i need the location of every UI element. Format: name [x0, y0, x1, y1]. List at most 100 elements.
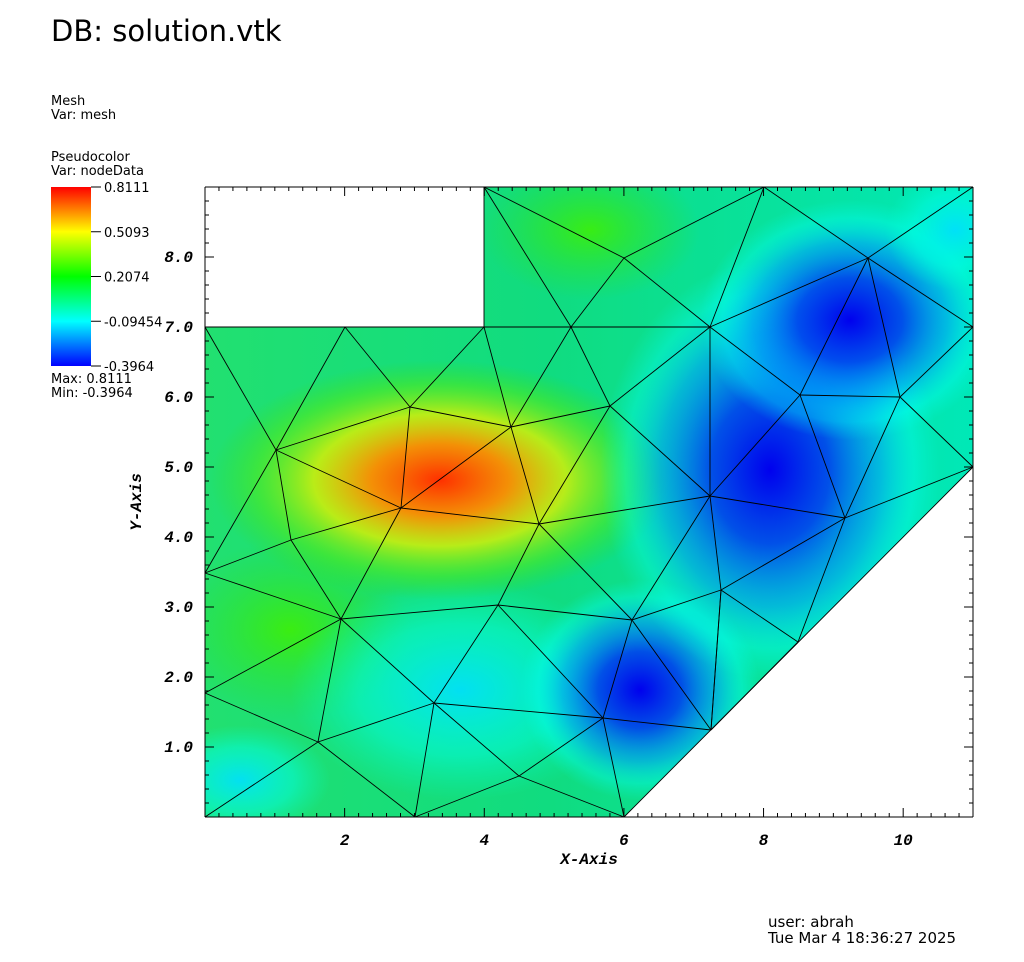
y-tick-label: 3.0: [164, 599, 193, 617]
y-tick-labels: 1.0 2.0 3.0 4.0 5.0 6.0 7.0 8.0: [164, 249, 193, 757]
mesh-edge: [433, 604, 499, 704]
mesh-edge: [497, 604, 604, 719]
legend-tick-label: 0.5093: [104, 226, 150, 241]
mesh-edge: [867, 257, 901, 398]
mesh-edge: [570, 257, 625, 328]
mesh-edge: [275, 406, 411, 451]
mesh-edge: [204, 326, 277, 451]
mesh-edge: [602, 619, 633, 719]
mesh-edge: [709, 495, 846, 519]
mesh-plot-var: Var: mesh: [51, 108, 117, 123]
color-legend-ticks: 0.8111 0.5093 0.2074 -0.09454 -0.3964: [91, 181, 162, 375]
mesh-edge: [409, 326, 485, 408]
mesh-edge: [570, 326, 611, 407]
mesh-edge: [631, 619, 712, 731]
mesh-edge: [538, 495, 711, 525]
mesh-edge: [340, 604, 499, 620]
mesh-edge: [538, 523, 633, 621]
user-label: user: abrah: [768, 913, 854, 931]
mesh-edge: [710, 589, 722, 731]
mesh-edge: [275, 449, 402, 509]
mesh-edge: [317, 702, 435, 743]
mesh-edge: [602, 717, 712, 731]
x-tick-label: 6: [619, 832, 629, 850]
x-tick-label: 8: [759, 832, 769, 850]
y-tick-label: 6.0: [164, 389, 193, 407]
legend-tick-label: 0.2074: [104, 271, 150, 286]
database-title: DB: solution.vtk: [51, 14, 282, 48]
mesh-edge: [340, 618, 435, 704]
pseudocolor-plot-info: Pseudocolor Var: nodeData: [51, 151, 144, 179]
mesh-edge: [400, 507, 540, 525]
mesh-edge: [433, 702, 520, 777]
y-tick-label: 7.0: [164, 319, 193, 337]
mesh-edge: [867, 186, 974, 259]
timestamp-label: Tue Mar 4 18:36:27 2025: [768, 929, 957, 947]
mesh-edge: [400, 426, 512, 509]
mesh-edge: [710, 641, 799, 731]
mesh-edge: [340, 507, 402, 620]
mesh-edge: [510, 426, 540, 525]
min-value-label: Min: -0.3964: [51, 386, 133, 401]
mesh-edge: [602, 717, 625, 818]
plot-axes: [204, 186, 974, 818]
mesh-edge: [538, 405, 611, 525]
x-tick-label: 4: [479, 832, 489, 850]
mesh-edge: [720, 589, 799, 643]
legend-tick-label: -0.09454: [104, 315, 162, 330]
mesh-edge: [623, 257, 711, 328]
mesh-edge: [204, 692, 319, 743]
x-tick-label: 10: [894, 832, 914, 850]
mesh-edge: [510, 326, 572, 428]
pseudocolor-field: [205, 187, 973, 817]
mesh-edge: [709, 257, 869, 328]
pseudocolor-plot-var: Var: nodeData: [51, 164, 144, 179]
mesh-edge: [763, 186, 869, 259]
mesh-edge: [631, 495, 711, 621]
max-value-label: Max: 0.8111: [51, 372, 132, 387]
mesh-edge: [799, 394, 846, 519]
mesh-edge: [799, 257, 869, 396]
mesh-edge: [290, 539, 342, 620]
mesh-edge: [709, 495, 722, 591]
legend-tick-label: -0.3964: [104, 360, 154, 375]
mesh-edge: [483, 186, 572, 328]
data-range-info: Max: 0.8111 Min: -0.3964: [51, 373, 133, 401]
mesh-edge: [400, 406, 411, 509]
y-tick-label: 8.0: [164, 249, 193, 267]
mesh-edge: [204, 741, 319, 818]
mesh-edge: [797, 517, 846, 643]
y-tick-label: 4.0: [164, 529, 193, 547]
mesh-edge: [497, 604, 633, 621]
y-axis-title: Y-Axis: [128, 473, 146, 531]
color-legend-bar: [51, 187, 91, 366]
mesh-edge: [275, 326, 346, 451]
mesh-edge: [409, 406, 512, 428]
mesh-edge: [623, 466, 974, 818]
mesh-plot-name: Mesh: [51, 94, 86, 109]
mesh-edge: [204, 618, 342, 694]
mesh-edge: [899, 326, 974, 398]
mesh-edge: [204, 572, 342, 620]
mesh-edge: [518, 775, 625, 818]
mesh-edge: [414, 775, 520, 818]
mesh-edge: [709, 186, 765, 328]
y-tick-label: 1.0: [164, 739, 193, 757]
mesh-edge: [844, 396, 901, 519]
mesh-edge: [609, 405, 711, 497]
y-tick-label: 2.0: [164, 669, 193, 687]
mesh-edge: [433, 702, 604, 719]
footer-info: user: abrah Tue Mar 4 18:36:27 2025: [768, 914, 956, 946]
x-axis-title: X-Axis: [559, 851, 618, 869]
x-tick-label: 2: [340, 832, 350, 850]
mesh-edge: [317, 741, 416, 818]
mesh-edge: [290, 507, 402, 541]
y-tick-label: 5.0: [164, 459, 193, 477]
mesh-edge: [720, 517, 846, 591]
mesh-edge: [204, 449, 277, 574]
mesh-edge: [623, 186, 765, 259]
mesh-edge: [275, 449, 292, 541]
legend-tick-label: 0.8111: [104, 181, 150, 196]
mesh-edge: [631, 589, 722, 621]
